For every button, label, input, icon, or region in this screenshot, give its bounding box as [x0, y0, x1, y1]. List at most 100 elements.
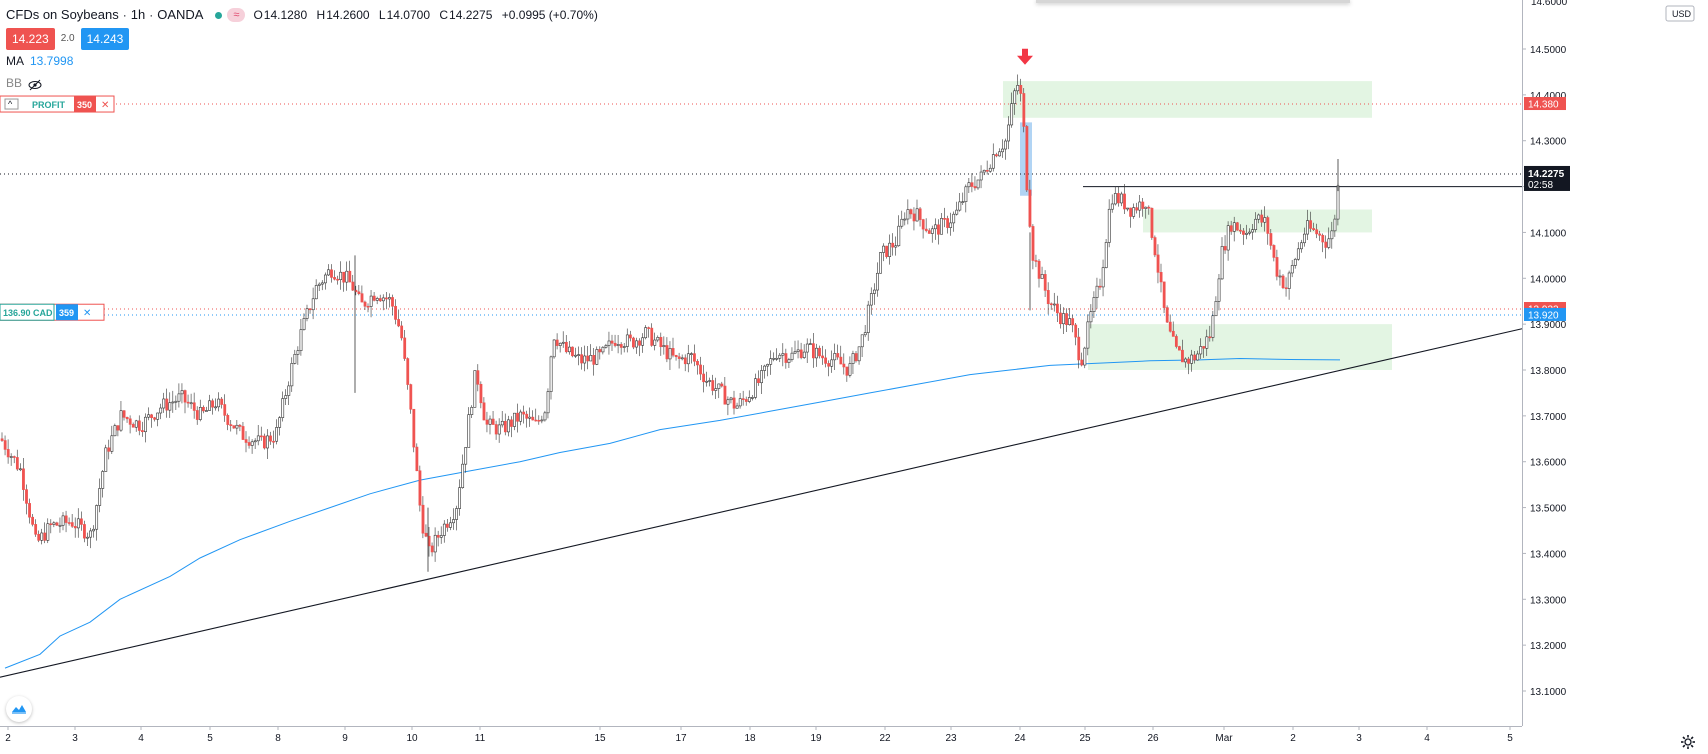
price-label-13920-bg[interactable]	[1524, 307, 1566, 321]
candle-body	[1266, 217, 1270, 234]
price-tick-label: 13.3000	[1530, 595, 1567, 606]
symbol-name[interactable]: CFDs on Soybeans	[6, 7, 119, 22]
sell-button[interactable]: 14.223	[6, 28, 55, 50]
last-price-label: 14.2275	[1528, 169, 1565, 180]
last-price-bg[interactable]	[1524, 165, 1570, 191]
low-key: L	[378, 8, 386, 22]
candle-body	[238, 424, 242, 427]
candle-body	[98, 488, 102, 506]
hidden-eye-icon[interactable]	[28, 78, 42, 91]
candle-body	[1272, 245, 1276, 258]
time-tick-label: 5	[1507, 733, 1513, 744]
candle-body	[439, 535, 443, 538]
candle-body	[128, 418, 132, 425]
candle-body	[1208, 336, 1212, 339]
candle-body	[46, 523, 50, 541]
change-value: +0.0995 (+0.70%)	[501, 8, 598, 22]
candle-body	[555, 339, 559, 346]
candle-body	[470, 407, 474, 415]
candles-group	[0, 74, 1340, 562]
data-delay-icon[interactable]: ≈	[227, 8, 246, 22]
rectangle-zone-0[interactable]	[1003, 81, 1372, 118]
candle-body	[70, 522, 74, 527]
candle-body	[89, 530, 92, 538]
candle-body	[1068, 318, 1072, 326]
candle-body	[1232, 222, 1236, 232]
candle-body	[882, 245, 885, 253]
candle-body	[1171, 330, 1175, 337]
candle-body	[55, 522, 59, 526]
currency-badge[interactable]	[1665, 5, 1695, 22]
time-tick-label: 2	[1290, 733, 1296, 744]
candle-body	[662, 345, 666, 348]
settings-gear-icon[interactable]	[1680, 734, 1696, 750]
candle-body	[58, 524, 62, 527]
rectangle-zone-1[interactable]	[1143, 209, 1372, 233]
candle-body	[1037, 260, 1041, 279]
bb-indicator-row[interactable]: BB	[6, 72, 604, 94]
drag-handle-icon[interactable]	[4, 98, 19, 110]
candle-body	[381, 297, 385, 302]
candle-body	[290, 363, 294, 387]
interval-label[interactable]: 1h	[130, 7, 146, 22]
tradingview-logo[interactable]	[6, 696, 32, 722]
candle-body	[656, 337, 660, 341]
candle-body	[107, 447, 111, 452]
ma-indicator-row[interactable]: MA 13.7998	[6, 50, 604, 72]
candle-body	[970, 182, 974, 187]
rectangle-zone-2[interactable]	[1088, 324, 1392, 370]
separator-dot: ·	[122, 8, 127, 22]
position-pnl-box[interactable]	[0, 303, 55, 321]
candle-body	[815, 347, 818, 359]
close-position-icon[interactable]: ✕	[83, 308, 91, 319]
caret-up-icon: ^	[8, 99, 13, 109]
candle-body	[702, 373, 706, 383]
open-value: 14.1280	[263, 8, 308, 22]
price-axis[interactable]	[1522, 0, 1708, 754]
candle-body	[272, 440, 275, 443]
price-tick-label: 14.5000	[1530, 45, 1567, 56]
candle-body	[1196, 353, 1200, 361]
candle-body	[677, 356, 681, 359]
candle-body	[43, 532, 47, 541]
candle-body	[976, 179, 980, 189]
candle-body	[1107, 208, 1111, 243]
candle-body	[25, 489, 28, 504]
candle-body	[1226, 225, 1230, 251]
candle-body	[323, 274, 327, 284]
price-tick-label-top: 14.6000	[1531, 0, 1568, 8]
candle-body	[869, 293, 873, 306]
candle-body	[708, 380, 712, 382]
candle-body	[92, 528, 96, 532]
position-qty-bg[interactable]	[56, 304, 78, 321]
candle-body	[232, 425, 236, 429]
candle-body	[1223, 246, 1227, 251]
candle-body	[1007, 124, 1011, 142]
down-arrow-marker[interactable]	[1017, 48, 1033, 65]
candle-body	[519, 411, 523, 422]
profit-qty-bg[interactable]	[74, 96, 96, 113]
candle-body	[141, 430, 144, 433]
candle-body	[1028, 189, 1032, 227]
candle-body	[894, 245, 898, 248]
candle-body	[937, 224, 940, 235]
candle-body	[235, 424, 239, 429]
candle-body	[168, 402, 172, 411]
candle-body	[403, 337, 407, 359]
candle-body	[796, 349, 800, 352]
candle-body	[482, 402, 486, 421]
trend-line[interactable]	[0, 328, 1523, 678]
candle-body	[924, 228, 928, 231]
time-tick-label: 22	[879, 733, 891, 744]
candle-body	[769, 358, 773, 365]
candle-body	[430, 545, 434, 553]
time-tick-label: 23	[945, 733, 957, 744]
moving-average-line[interactable]	[4, 357, 1341, 669]
profit-price-label-bg[interactable]	[1524, 97, 1566, 111]
close-order-icon[interactable]: ✕	[101, 100, 109, 111]
candle-body	[723, 385, 727, 405]
candle-body	[964, 186, 968, 202]
candle-body	[818, 347, 821, 357]
buy-button[interactable]: 14.243	[80, 28, 130, 50]
